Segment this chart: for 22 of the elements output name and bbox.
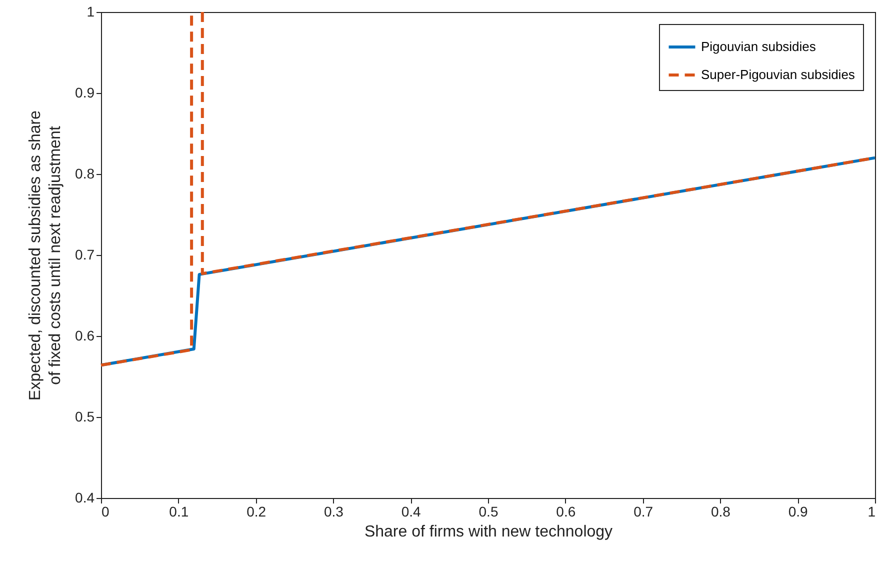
y-axis-title: Expected, discounted subsidies as share of fixed costs until next readjustment <box>27 110 64 400</box>
x-tick-label: 0.8 <box>710 504 731 520</box>
y-tick-label: 0.5 <box>75 408 95 424</box>
x-axis-title: Share of firms with new technology <box>364 524 613 540</box>
y-tick-label: 0.8 <box>75 166 95 182</box>
x-tick-label: 0.1 <box>169 504 189 520</box>
y-tick-label: 0.4 <box>75 490 95 506</box>
x-tick-label: 0.2 <box>246 504 266 520</box>
legend-label: Super-Pigouvian subsidies <box>701 67 856 82</box>
legend-label: Pigouvian subsidies <box>701 39 816 54</box>
x-tick-label: 0.6 <box>556 504 576 520</box>
x-tick-label: 0.3 <box>324 504 344 520</box>
x-tick-label: 0.7 <box>634 504 654 520</box>
x-tick-label: 0.9 <box>788 504 808 520</box>
y-tick-label: 0.6 <box>75 328 95 344</box>
x-tick-label: 0.4 <box>401 504 422 520</box>
x-tick-label: 0.5 <box>478 504 498 520</box>
y-tick-label: 1 <box>86 4 95 20</box>
x-tick-label: 0 <box>102 504 110 520</box>
y-tick-label: 0.9 <box>75 84 95 100</box>
x-tick-label: 1 <box>868 504 876 520</box>
y-tick-label: 0.7 <box>75 246 95 262</box>
